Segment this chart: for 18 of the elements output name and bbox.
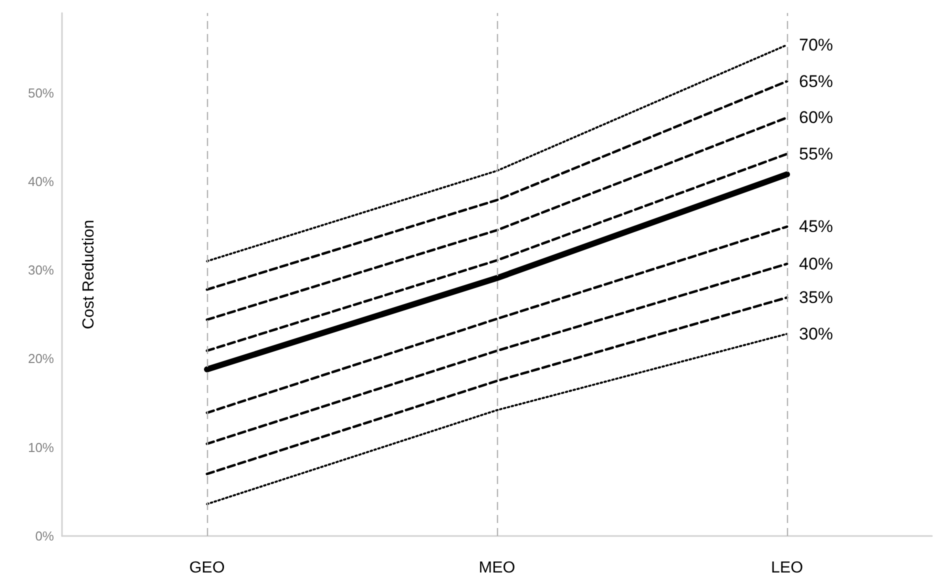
y-axis-title: Cost Reduction: [80, 220, 98, 330]
y-tick-label: 10%: [28, 440, 54, 455]
series-label: 65%: [799, 72, 834, 91]
y-tick-label: 30%: [28, 262, 54, 278]
series-label: 60%: [799, 108, 834, 128]
series-label: 45%: [799, 217, 834, 236]
y-tick-label: 40%: [28, 174, 54, 189]
x-tick-label: MEO: [478, 560, 516, 576]
y-tick-label: 50%: [28, 85, 54, 100]
y-tick-label: 20%: [28, 351, 54, 366]
x-tick-label: LEO: [770, 560, 804, 576]
series-label: 30%: [799, 324, 834, 344]
x-tick-label: GEO: [189, 560, 225, 576]
series-label: 70%: [799, 35, 834, 54]
series-label: 55%: [799, 144, 834, 164]
series-label: 35%: [799, 288, 834, 308]
series-label: 40%: [799, 254, 834, 274]
y-tick-label: 0%: [35, 528, 54, 544]
